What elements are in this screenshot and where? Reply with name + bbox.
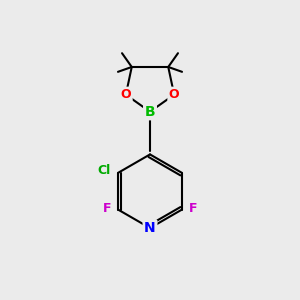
- Text: Cl: Cl: [98, 164, 111, 177]
- Text: B: B: [145, 105, 155, 119]
- Text: F: F: [189, 202, 197, 215]
- Text: O: O: [121, 88, 131, 101]
- Text: F: F: [103, 202, 111, 215]
- Text: O: O: [169, 88, 179, 101]
- Text: N: N: [144, 221, 156, 235]
